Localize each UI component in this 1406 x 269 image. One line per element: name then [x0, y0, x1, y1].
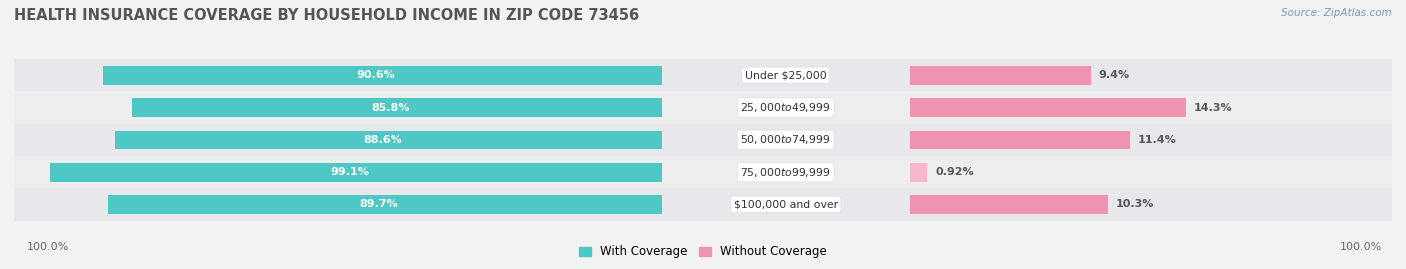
Bar	[0, 124, 1406, 156]
Text: $100,000 and over: $100,000 and over	[734, 199, 838, 210]
Bar	[108, 195, 662, 214]
Bar	[910, 66, 1091, 85]
Bar	[0, 188, 1406, 221]
Bar	[115, 130, 662, 149]
Text: HEALTH INSURANCE COVERAGE BY HOUSEHOLD INCOME IN ZIP CODE 73456: HEALTH INSURANCE COVERAGE BY HOUSEHOLD I…	[14, 8, 640, 23]
Bar	[0, 156, 1406, 188]
Bar	[0, 124, 1406, 156]
Text: 100.0%: 100.0%	[27, 242, 69, 252]
Text: 9.4%: 9.4%	[1098, 70, 1130, 80]
Bar	[0, 156, 1406, 188]
Bar	[910, 163, 928, 182]
Bar	[132, 98, 662, 117]
Text: $25,000 to $49,999: $25,000 to $49,999	[741, 101, 831, 114]
Text: 11.4%: 11.4%	[1137, 135, 1175, 145]
Bar	[910, 130, 1129, 149]
Bar	[0, 188, 1406, 221]
Text: 100.0%: 100.0%	[1340, 242, 1382, 252]
Text: 0.92%: 0.92%	[935, 167, 974, 177]
Text: 14.3%: 14.3%	[1194, 102, 1232, 113]
Bar	[910, 195, 1108, 214]
Text: Source: ZipAtlas.com: Source: ZipAtlas.com	[1281, 8, 1392, 18]
Legend: With Coverage, Without Coverage: With Coverage, Without Coverage	[574, 241, 832, 263]
Text: $75,000 to $99,999: $75,000 to $99,999	[741, 166, 831, 179]
Bar	[910, 98, 1185, 117]
Bar	[0, 91, 1406, 124]
Bar	[0, 59, 1406, 91]
Text: Under $25,000: Under $25,000	[745, 70, 827, 80]
Bar	[51, 163, 662, 182]
Text: 85.8%: 85.8%	[371, 102, 411, 113]
Bar	[0, 91, 1406, 124]
Bar	[0, 124, 1406, 156]
Text: 90.6%: 90.6%	[357, 70, 395, 80]
Text: 99.1%: 99.1%	[330, 167, 370, 177]
Text: 10.3%: 10.3%	[1116, 199, 1154, 210]
Bar	[103, 66, 662, 85]
Bar	[0, 188, 1406, 221]
Bar	[0, 91, 1406, 124]
Text: 88.6%: 88.6%	[363, 135, 402, 145]
Bar	[0, 156, 1406, 188]
Text: 89.7%: 89.7%	[360, 199, 398, 210]
Text: $50,000 to $74,999: $50,000 to $74,999	[741, 133, 831, 146]
Bar	[0, 59, 1406, 91]
Bar	[0, 59, 1406, 91]
